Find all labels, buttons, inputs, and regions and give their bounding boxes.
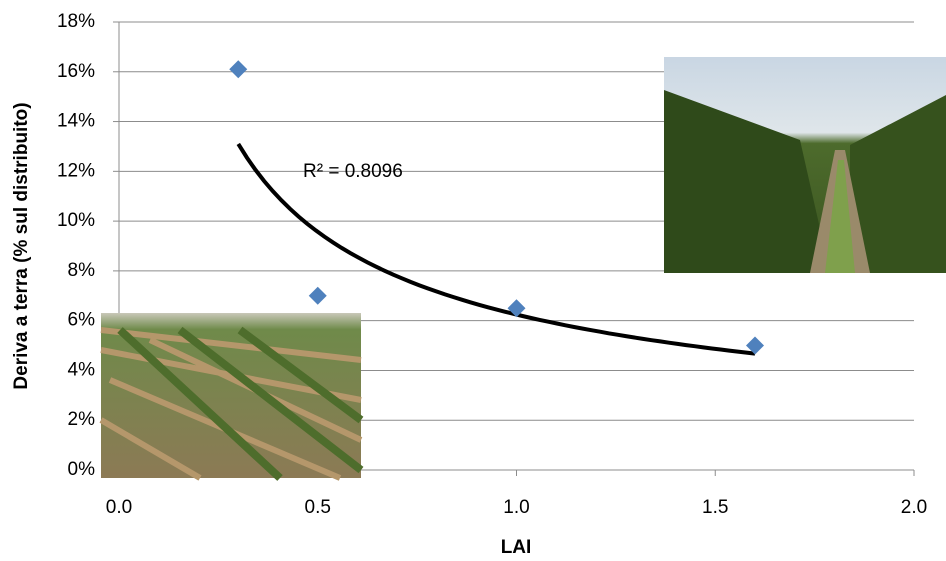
x-tick-label: 2.0 <box>901 497 927 518</box>
y-axis-title: Deriva a terra (% sul distribuito) <box>11 102 32 389</box>
photo-right <box>664 57 946 273</box>
point <box>229 60 248 79</box>
marks-layer <box>229 60 764 356</box>
point <box>308 286 327 305</box>
x-axis-title: LAI <box>501 537 532 558</box>
y-tick-label: 8% <box>68 260 96 281</box>
point <box>746 336 764 355</box>
r2-annotation: R² = 0.8096 <box>303 161 403 182</box>
photo-left <box>99 313 364 481</box>
y-tick-label: 6% <box>68 310 96 331</box>
x-tick-label: 0.0 <box>106 497 132 518</box>
y-tick-label: 0% <box>68 459 96 480</box>
x-tick-label: 1.0 <box>503 497 529 518</box>
x-tick-label: 1.5 <box>702 497 728 518</box>
y-tick-label: 10% <box>57 210 95 231</box>
y-tick-label: 4% <box>68 359 96 380</box>
y-tick-label: 14% <box>57 111 95 132</box>
point <box>507 299 526 318</box>
y-tick-label: 2% <box>68 409 96 430</box>
y-tick-label: 16% <box>57 61 95 82</box>
x-tick-label: 0.5 <box>305 497 331 518</box>
y-tick-label: 12% <box>57 160 95 181</box>
trendline <box>236 142 756 356</box>
y-tick-label: 18% <box>57 11 95 32</box>
